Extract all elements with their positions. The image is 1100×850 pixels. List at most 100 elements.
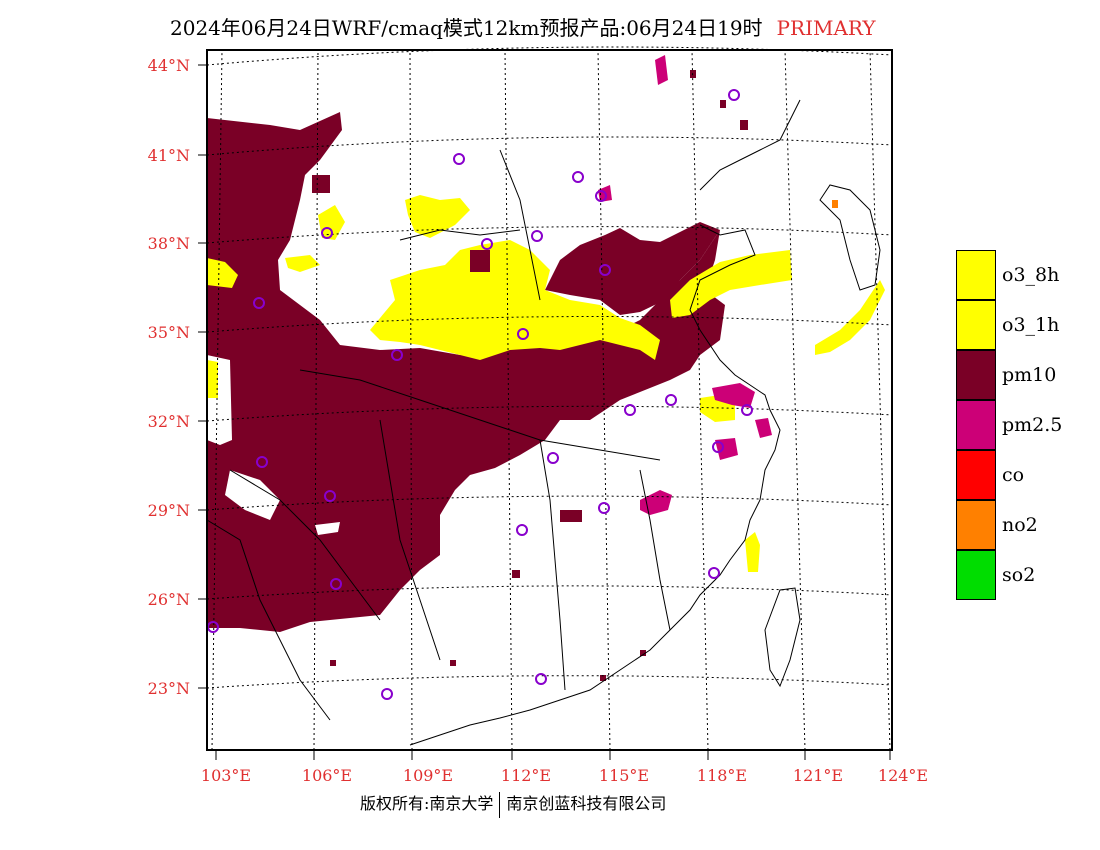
pm10-dot [560, 510, 582, 522]
station-marker [741, 404, 753, 416]
pm10-regions [207, 112, 725, 632]
legend-swatch [956, 300, 996, 350]
station-marker [547, 452, 559, 464]
station-marker [321, 227, 333, 239]
lon-label: 103°E [201, 766, 251, 785]
meridian-112e [504, 49, 513, 751]
pm10-scatter [312, 70, 748, 681]
legend-label: pm10 [1002, 364, 1057, 386]
parallel-29n [206, 495, 893, 511]
province-border [299, 369, 661, 461]
pm10-dot [512, 570, 520, 578]
lat-label: 29°N [148, 501, 190, 520]
o3-north-small [318, 205, 345, 240]
station-marker [517, 328, 529, 340]
coastline [409, 224, 781, 746]
province-border-8 [206, 519, 331, 721]
station-marker [381, 688, 393, 700]
station-marker [516, 524, 528, 536]
legend-label: o3_8h [1002, 264, 1060, 286]
station-marker [324, 490, 336, 502]
legend-label: pm2.5 [1002, 414, 1063, 436]
station-marker [708, 567, 720, 579]
pm10-dot [470, 250, 490, 272]
lon-label: 112°E [501, 766, 551, 785]
legend-swatch [956, 550, 996, 600]
clear-area-central [225, 470, 280, 520]
meridian-103e [211, 49, 223, 751]
lon-label: 115°E [599, 766, 649, 785]
title-primary: PRIMARY [776, 16, 876, 40]
meridian-124e [869, 49, 891, 751]
legend-label: o3_1h [1002, 314, 1060, 336]
station-marker [535, 673, 547, 685]
station-marker [712, 441, 724, 453]
pm10-dot [600, 675, 606, 681]
station-marker [728, 89, 740, 101]
legend-swatch [956, 400, 996, 450]
clear-area-basin [315, 522, 340, 535]
parallel-32n [206, 405, 893, 422]
lat-label: 23°N [148, 679, 190, 698]
taiwan-outline [764, 587, 801, 688]
province-border-3 [539, 439, 566, 691]
province-border-6 [639, 469, 671, 631]
pm25-coast [755, 418, 772, 438]
station-marker [665, 394, 677, 406]
province-border-2 [379, 419, 441, 661]
pm10-dot [640, 650, 646, 656]
parallel-26n [206, 585, 893, 600]
province-border-7 [229, 469, 381, 621]
o3-sichuan-strip [207, 360, 218, 398]
lat-label: 38°N [148, 234, 190, 253]
pm10-dot [720, 100, 726, 108]
legend-label: so2 [1002, 564, 1036, 586]
lat-label: 41°N [148, 146, 190, 165]
station-marker [599, 264, 611, 276]
korea-outline [819, 184, 881, 291]
o3-shandong-region [670, 250, 792, 318]
legend-swatch [956, 350, 996, 400]
station-marker [624, 404, 636, 416]
footer-separator [499, 791, 501, 818]
legend-swatch [956, 500, 996, 550]
station-marker [330, 578, 342, 590]
pm25-regions [598, 55, 772, 515]
station-marker [572, 171, 584, 183]
lon-label: 124°E [878, 766, 928, 785]
lon-label: 118°E [697, 766, 747, 785]
lat-label: 26°N [148, 590, 190, 609]
o3-central-region [370, 240, 660, 360]
lon-label: 106°E [302, 766, 352, 785]
lat-label: 35°N [148, 323, 190, 342]
station-markers [207, 89, 753, 700]
legend-swatch [956, 450, 996, 500]
copyright-right: 南京创蓝科技有限公司 [506, 794, 667, 813]
parallel-23n [206, 675, 893, 689]
station-marker [453, 153, 465, 165]
legend-swatch [956, 250, 996, 300]
ticks [198, 64, 891, 760]
lon-label: 121°E [793, 766, 843, 785]
pm10-dot [330, 660, 336, 666]
o3-west-patch [207, 258, 238, 288]
legend-label: no2 [1002, 514, 1038, 536]
station-marker [253, 297, 265, 309]
meridian-121e [784, 49, 806, 751]
station-marker [598, 502, 610, 514]
title-text: 2024年06月24日WRF/cmaq模式12km预报产品:06月24日19时 [170, 16, 763, 40]
boundaries [206, 99, 881, 746]
station-marker [531, 230, 543, 242]
lon-label: 109°E [403, 766, 453, 785]
pm25-shanghai [712, 383, 755, 408]
no2-patch [832, 200, 838, 208]
parallel-35n [206, 316, 893, 333]
o3-north-patch [405, 195, 470, 238]
pm10-west-region [207, 112, 725, 632]
pm10-dot [312, 175, 330, 193]
lat-label: 32°N [148, 412, 190, 431]
lat-label: 44°N [148, 56, 190, 75]
o3-regions [207, 195, 885, 572]
station-marker [481, 238, 493, 250]
